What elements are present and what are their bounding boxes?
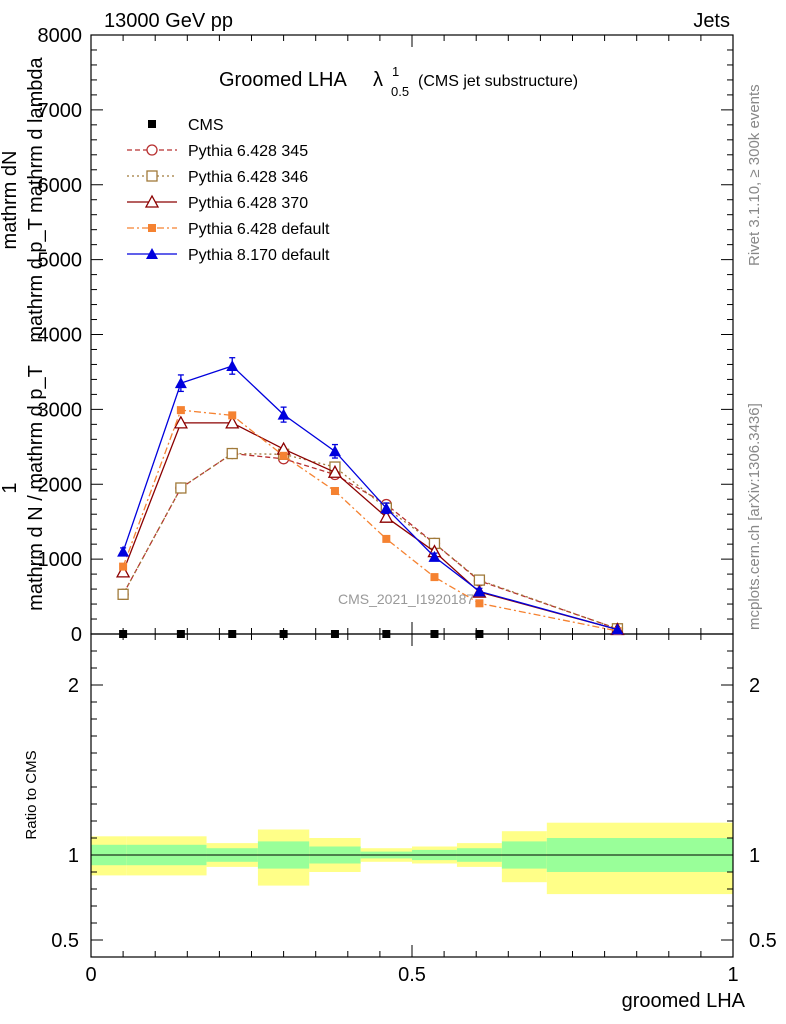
legend-marker-pythia-6-428-346 [146, 170, 158, 182]
ratio-y-tick-label-right: 2 [749, 675, 760, 697]
ratio-panel-border [90, 633, 734, 958]
data-point-pythia-6-428-346 [117, 588, 129, 600]
legend-marker-cms [148, 120, 156, 128]
legend-label-pythia-6-428-346: Pythia 6.428 346 [188, 169, 308, 186]
header-right-label: Jets [693, 10, 730, 32]
main-y-tick-label: 7000 [38, 100, 83, 122]
data-point-pythia-6-428-370 [225, 415, 240, 429]
legend-label-pythia-6-428-default: Pythia 6.428 default [188, 221, 330, 238]
main-title-subscript: 0.5 [391, 84, 409, 99]
ratio-y-tick-label-left: 0.5 [51, 930, 79, 952]
legend-item-pythia-6-428-default: Pythia 6.428 default [127, 221, 330, 238]
legend-marker-pythia-6-428-370 [144, 194, 160, 208]
data-point-pythia-6-428-370 [173, 415, 188, 429]
ratio-bands-layer [91, 822, 733, 895]
ratio-panel-frame: 0.5 0.5 1 1 2 2 0 0.5 1 [51, 633, 777, 986]
data-point-pythia-8-170-default [428, 550, 441, 562]
series-pythia-8-170-default [117, 357, 624, 635]
main-y-tick-label: 8000 [38, 25, 83, 47]
legend-marker-pythia-6-428-345 [146, 144, 158, 156]
data-point-pythia-8-170-default [174, 377, 187, 389]
y-axis-label-prefix-den: mathrm d N / mathrm d p_T [25, 365, 47, 611]
data-point-pythia-6-428-default [330, 486, 339, 495]
main-subtitle: (CMS jet substructure) [418, 73, 578, 90]
data-point-pythia-8-170-default [328, 445, 341, 457]
legend-item-pythia-8-170-default: Pythia 8.170 default [127, 247, 330, 264]
series-cms [119, 630, 484, 638]
data-point-pythia-8-170-default [473, 585, 486, 597]
main-panel-frame: 0 1000 2000 3000 4000 5000 6000 7000 8000 [38, 25, 734, 646]
main-y-tick-label: 5000 [38, 250, 83, 272]
data-point-pythia-6-428-default [279, 451, 288, 460]
main-y-tick-label: 4000 [38, 325, 83, 347]
main-title-superscript: 1 [392, 64, 399, 79]
y-axis-label-den: mathrm d p_T mathrm d lambda [25, 56, 47, 342]
x-axis-label: groomed LHA [622, 990, 746, 1012]
data-point-cms [475, 630, 484, 638]
data-point-cms [119, 630, 128, 638]
analysis-watermark: CMS_2021_I1920187 [338, 591, 474, 607]
ratio-y-tick-label-right: 0.5 [749, 930, 777, 952]
data-point-pythia-6-428-default [475, 599, 484, 608]
data-point-pythia-6-428-default [119, 562, 128, 571]
series-line-pythia-6-428-346 [122, 452, 618, 630]
data-point-cms [228, 630, 237, 638]
data-point-pythia-8-170-default [117, 545, 130, 557]
ratio-y-tick-label-left: 1 [68, 845, 79, 867]
header-left-label: 13000 GeV pp [104, 10, 233, 32]
data-point-pythia-6-428-default [176, 406, 185, 415]
data-point-cms [330, 630, 339, 638]
data-point-pythia-6-428-default [228, 411, 237, 420]
data-point-cms [382, 630, 391, 638]
data-point-pythia-6-428-346 [226, 447, 238, 460]
series-line-pythia-8-170-default [122, 365, 618, 631]
legend-item-pythia-6-428-346: Pythia 6.428 346 [127, 169, 308, 186]
data-point-pythia-6-428-default [430, 573, 439, 582]
data-point-cms [430, 630, 439, 638]
legend-item-cms: CMS [148, 117, 224, 134]
data-point-pythia-8-170-default [226, 359, 239, 371]
data-point-pythia-8-170-default [611, 623, 624, 635]
data-point-pythia-8-170-default [277, 408, 290, 420]
main-y-tick-label: 6000 [38, 175, 83, 197]
legend-label-pythia-8-170-default: Pythia 8.170 default [188, 247, 330, 264]
x-tick-label: 0 [85, 964, 96, 986]
data-point-pythia-6-428-346 [473, 574, 486, 586]
legend-marker-pythia-8-170-default [146, 248, 158, 259]
main-title-symbol: λ [373, 69, 383, 91]
legend-item-pythia-6-428-345: Pythia 6.428 345 [127, 143, 308, 160]
x-tick-label: 0.5 [398, 964, 426, 986]
main-y-tick-label: 3000 [38, 399, 83, 421]
data-point-cms [279, 630, 288, 638]
data-point-pythia-6-428-370 [116, 564, 131, 578]
data-point-cms [176, 630, 185, 638]
ratio-y-tick-label-right: 1 [749, 845, 760, 867]
y-axis-label-prefix-num: 1 [0, 482, 21, 493]
ratio-y-tick-label-left: 2 [68, 675, 79, 697]
legend-item-pythia-6-428-370: Pythia 6.428 370 [127, 194, 308, 212]
main-y-tick-label: 0 [71, 624, 82, 646]
legend-marker-pythia-6-428-default [148, 224, 156, 232]
data-point-pythia-6-428-370 [379, 509, 394, 523]
y-axis-label-num: mathrm dN [0, 151, 21, 250]
legend-label-pythia-6-428-370: Pythia 6.428 370 [188, 195, 308, 212]
main-y-tick-label: 1000 [38, 549, 83, 571]
legend: CMS Pythia 6.428 345 Pythia 6.428 346 Pythi… [127, 117, 330, 264]
legend-label-pythia-6-428-345: Pythia 6.428 345 [188, 143, 308, 160]
ratio-y-axis-label: Ratio to CMS [23, 750, 40, 839]
main-y-tick-label: 2000 [38, 474, 83, 496]
data-point-pythia-8-170-default [380, 502, 393, 514]
data-point-pythia-6-428-default [382, 534, 391, 543]
data-point-pythia-6-428-346 [175, 482, 187, 494]
series-layer [116, 357, 625, 638]
series-pythia-6-428-default [119, 406, 622, 636]
data-point-pythia-6-428-370 [327, 464, 343, 478]
main-title: Groomed LHA [219, 69, 347, 91]
x-tick-label: 1 [727, 964, 738, 986]
series-pythia-6-428-370 [116, 415, 625, 636]
legend-label-cms: CMS [188, 117, 224, 134]
